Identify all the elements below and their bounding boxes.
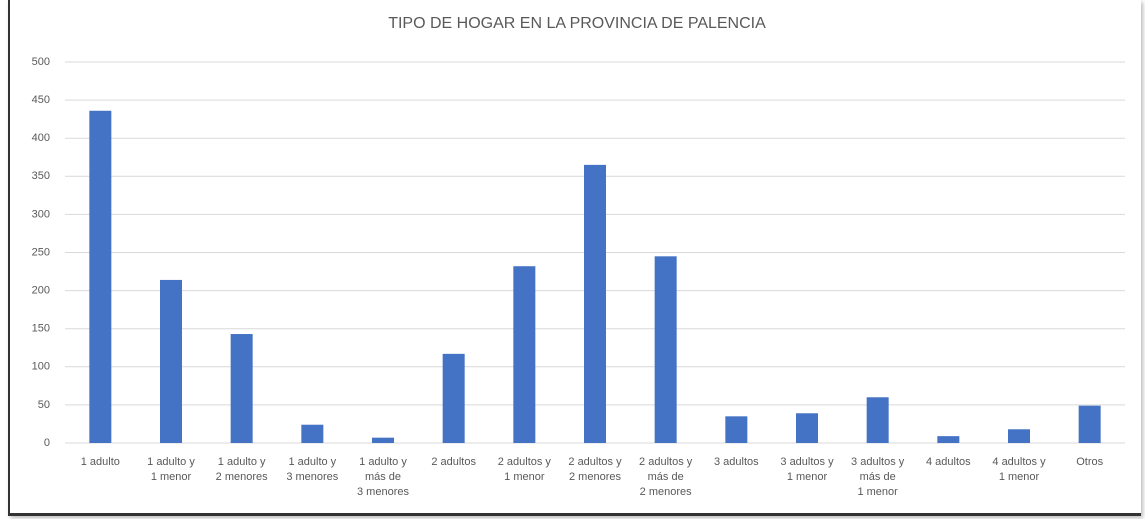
bar bbox=[513, 266, 536, 443]
x-tick-label: 1 adulto y 2 menores bbox=[215, 456, 268, 483]
x-tick-label: 1 adulto y más de 3 menores bbox=[357, 456, 409, 498]
x-tick-label: 1 adulto bbox=[80, 456, 120, 468]
x-tick-label: 1 adulto y 1 menor bbox=[147, 456, 195, 483]
x-tick-label: 3 adultos bbox=[714, 456, 759, 468]
bar bbox=[866, 397, 889, 443]
bar bbox=[160, 279, 182, 443]
bar bbox=[796, 413, 818, 443]
y-tick-label: 300 bbox=[32, 208, 50, 220]
x-tick-label: Otros bbox=[1076, 456, 1104, 468]
chart-frame bbox=[8, 0, 1141, 516]
y-tick-label: 200 bbox=[32, 285, 50, 297]
x-tick-label: 3 adultos y 1 menor bbox=[780, 456, 834, 483]
x-tick-label: 2 adultos y 1 menor bbox=[497, 456, 551, 483]
bar bbox=[1078, 405, 1101, 443]
bar bbox=[442, 353, 465, 443]
x-tick-label: 4 adultos y 1 menor bbox=[992, 456, 1046, 483]
bar bbox=[937, 436, 960, 443]
x-tick-label: 2 adultos y 2 menores bbox=[568, 456, 622, 483]
x-tick-label: 3 adultos y más de 1 menor bbox=[851, 456, 905, 498]
bar bbox=[1008, 429, 1030, 443]
bar bbox=[301, 424, 324, 443]
bar bbox=[725, 416, 748, 443]
y-tick-label: 350 bbox=[32, 170, 50, 182]
y-tick-label: 250 bbox=[32, 246, 50, 258]
y-tick-label: 150 bbox=[32, 323, 50, 335]
bar bbox=[230, 334, 253, 443]
x-tick-label: 1 adulto y 3 menores bbox=[286, 456, 339, 483]
y-tick-label: 0 bbox=[44, 437, 50, 449]
y-tick-label: 500 bbox=[32, 56, 50, 68]
bar bbox=[372, 437, 394, 443]
chart-title: TIPO DE HOGAR EN LA PROVINCIA DE PALENCI… bbox=[388, 15, 766, 32]
x-tick-label: 4 adultos bbox=[926, 456, 971, 468]
y-tick-label: 400 bbox=[32, 132, 50, 144]
bar bbox=[584, 164, 606, 443]
y-tick-label: 100 bbox=[32, 361, 50, 373]
bar bbox=[89, 110, 112, 443]
y-tick-label: 450 bbox=[32, 94, 50, 106]
x-tick-label: 2 adultos bbox=[431, 456, 476, 468]
x-tick-label: 2 adultos y más de 2 menores bbox=[639, 456, 693, 498]
bar bbox=[654, 256, 677, 443]
y-tick-label: 50 bbox=[38, 399, 50, 411]
